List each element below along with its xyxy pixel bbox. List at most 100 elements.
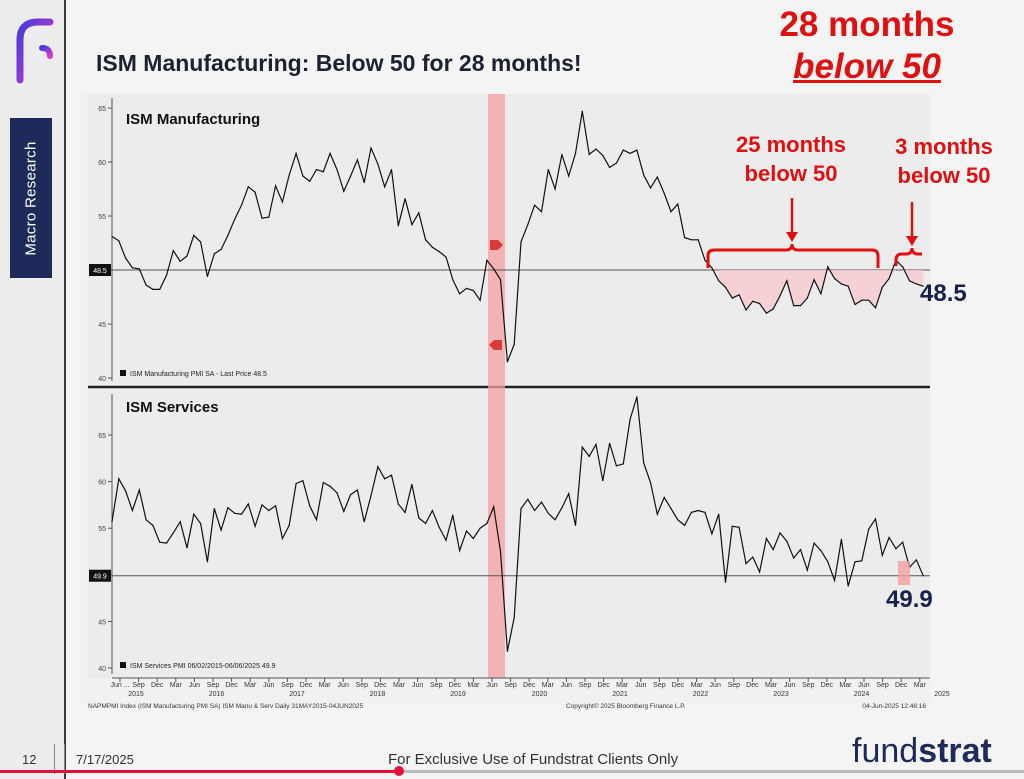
data-point	[833, 579, 836, 581]
x-year-label: 2021	[612, 691, 628, 698]
data-point	[820, 549, 822, 552]
data-point	[363, 181, 365, 184]
data-point	[349, 175, 352, 177]
svc-series-line	[111, 396, 924, 652]
data-point	[118, 240, 120, 242]
y-tick-label: 55	[98, 526, 106, 533]
data-point	[438, 251, 440, 253]
data-point	[561, 507, 563, 509]
callout-28-line1: 28 months	[779, 5, 955, 44]
data-point	[186, 547, 188, 549]
x-tick-label: Jun	[486, 682, 497, 689]
data-point	[643, 174, 645, 176]
legend-swatch	[120, 662, 126, 668]
data-point	[847, 585, 849, 587]
x-year-label: 2023	[773, 691, 789, 698]
data-point	[459, 549, 461, 552]
data-point	[902, 541, 904, 543]
x-tick-label: Dec	[672, 682, 685, 689]
data-point	[159, 541, 161, 543]
data-point	[827, 561, 829, 563]
data-point	[418, 517, 420, 519]
slide-title: ISM Manufacturing: Below 50 for 28 month…	[96, 50, 582, 76]
data-point	[322, 481, 324, 484]
y-tick-label: 60	[98, 480, 106, 487]
data-point	[847, 285, 849, 287]
data-point	[854, 561, 856, 563]
data-point	[193, 234, 195, 237]
mfg-series-line	[111, 111, 924, 363]
data-point	[745, 309, 747, 311]
data-point	[111, 521, 113, 523]
data-point	[806, 569, 808, 571]
data-point	[479, 527, 481, 529]
data-point	[820, 293, 822, 295]
data-point	[738, 294, 740, 296]
data-point	[275, 505, 277, 507]
data-point	[452, 514, 454, 516]
data-point	[690, 239, 693, 241]
data-point	[758, 571, 761, 573]
x-tick-label: Dec	[374, 682, 387, 689]
data-point	[690, 511, 693, 513]
sidebar: Macro Research	[0, 0, 66, 779]
data-point	[411, 483, 413, 485]
data-point	[779, 532, 781, 534]
footer-date: 7/17/2025	[76, 752, 134, 767]
data-point	[138, 489, 140, 491]
x-tick-label: Mar	[914, 682, 927, 689]
x-tick-label: Jun	[561, 682, 572, 689]
video-progress-handle[interactable]	[394, 766, 405, 776]
data-point	[145, 284, 147, 286]
data-point	[602, 480, 604, 482]
x-tick-label: Sep	[430, 682, 443, 689]
data-point	[363, 521, 365, 523]
data-point	[125, 257, 127, 259]
data-point	[724, 581, 727, 583]
x-tick-label: Mar	[542, 682, 555, 689]
data-point	[677, 203, 679, 205]
data-point	[431, 246, 433, 248]
callout-25-months: 25 months below 50	[716, 130, 866, 188]
data-point	[622, 463, 624, 465]
data-point	[172, 249, 174, 252]
data-point	[138, 268, 140, 270]
data-point	[711, 267, 713, 269]
video-progress-bar[interactable]	[0, 766, 1024, 776]
x-tick-label: Dec	[449, 682, 462, 689]
x-tick-label: Dec	[523, 682, 536, 689]
data-point	[424, 239, 427, 241]
data-point	[315, 519, 318, 521]
data-point	[275, 185, 277, 187]
x-tick-label: Jun	[784, 682, 795, 689]
footer-divider	[54, 744, 55, 774]
data-point	[922, 285, 924, 287]
x-tick-label: Sep	[207, 682, 220, 689]
data-point	[459, 293, 461, 295]
data-point	[711, 533, 713, 535]
data-point	[261, 504, 263, 506]
data-point	[581, 110, 583, 112]
data-point	[206, 561, 209, 563]
data-point	[765, 537, 768, 540]
brand-part-2: strat	[918, 732, 992, 770]
y-tick-label: 40	[98, 666, 106, 673]
data-point	[240, 513, 243, 515]
data-point	[663, 496, 665, 499]
page-number: 12	[22, 752, 37, 767]
recession-end-marker	[489, 340, 502, 350]
data-point	[534, 509, 536, 512]
x-tick-label: Jun	[263, 682, 274, 689]
data-point	[329, 152, 331, 154]
data-point	[288, 524, 290, 527]
data-point	[649, 187, 652, 189]
data-point	[649, 481, 652, 484]
svc-panel-background	[88, 390, 930, 678]
data-point	[636, 396, 638, 398]
arrow-3-head	[906, 236, 918, 246]
data-point	[179, 521, 181, 523]
data-point	[404, 198, 406, 200]
svc-panel-title: ISM Services	[126, 399, 219, 416]
data-point	[629, 152, 631, 154]
data-point	[418, 212, 420, 214]
